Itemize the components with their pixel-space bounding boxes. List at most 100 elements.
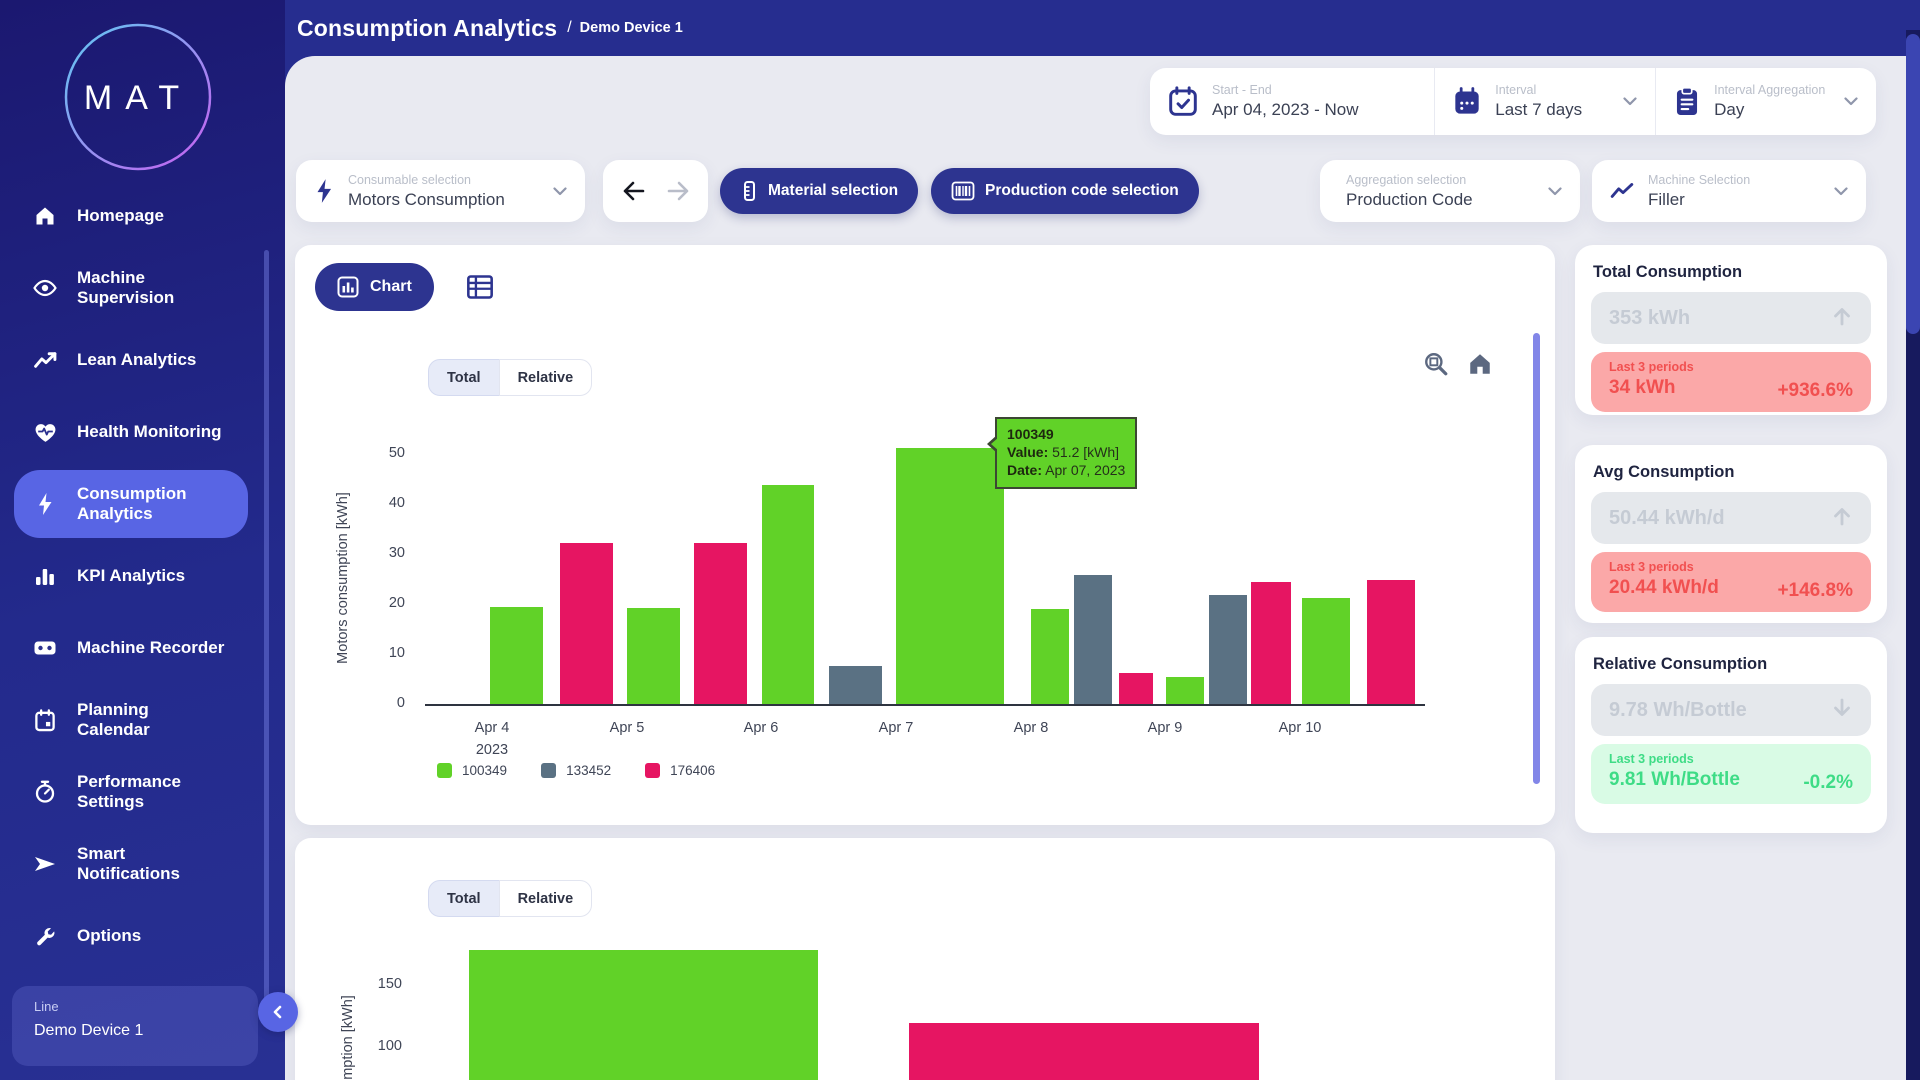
chevron-down-icon xyxy=(1548,186,1562,195)
logo-text: MAT xyxy=(84,79,192,117)
bar-100349[interactable] xyxy=(490,607,543,704)
start-end-label: Start - End xyxy=(1212,83,1272,97)
stat-current-pill: 353 kWh xyxy=(1591,292,1871,344)
chart-view-button[interactable]: Chart xyxy=(315,263,434,311)
aggregation-value: Production Code xyxy=(1346,189,1473,209)
bolt-icon xyxy=(33,492,57,516)
trend-up-icon xyxy=(1831,305,1853,332)
bar-100349[interactable] xyxy=(1302,598,1350,704)
sidebar-item-lean-analytics[interactable]: Lean Analytics xyxy=(0,324,285,396)
sidebar-item-label: Lean Analytics xyxy=(77,349,197,369)
sidebar-item-label: Machine Supervision xyxy=(77,267,175,307)
legend-item-133452[interactable]: 133452 xyxy=(541,763,611,778)
page-scrollbar-thumb[interactable] xyxy=(1906,34,1920,334)
wrench-icon xyxy=(33,924,57,948)
bar-100349[interactable] xyxy=(762,485,814,704)
sidebar-item-smart-notifications[interactable]: Smart Notifications xyxy=(0,828,285,900)
sidebar-item-label: Options xyxy=(77,925,142,945)
page-title: Consumption Analytics xyxy=(297,14,558,41)
stat-period-label: Last 3 periods xyxy=(1609,360,1694,374)
bar-133452[interactable] xyxy=(829,666,882,704)
interval-filter[interactable]: Interval Last 7 days xyxy=(1434,68,1655,135)
line-device-card[interactable]: Line Demo Device 1 xyxy=(12,986,258,1066)
eye-icon xyxy=(33,276,57,300)
toggle-total[interactable]: Total xyxy=(428,359,500,396)
y-axis-label-2: Motors consumption [kWh] xyxy=(340,976,356,1080)
bar-176406[interactable] xyxy=(560,543,613,704)
sidebar-item-machine-recorder[interactable]: Machine Recorder xyxy=(0,612,285,684)
sidebar-item-kpi-analytics[interactable]: KPI Analytics xyxy=(0,540,285,612)
interval-aggregation-value: Day xyxy=(1714,100,1745,119)
production-code-selection-button[interactable]: Production code selection xyxy=(931,168,1199,214)
toggle-relative[interactable]: Relative xyxy=(498,359,593,396)
trend-icon xyxy=(33,348,57,372)
calendar-icon xyxy=(33,708,57,732)
bar-176406[interactable] xyxy=(909,1023,1259,1080)
toggle-total-2[interactable]: Total xyxy=(428,880,500,917)
sidebar-collapse-button[interactable] xyxy=(258,992,298,1032)
x-tick: Apr 8 xyxy=(1013,720,1049,736)
sidebar-item-consumption-analytics[interactable]: Consumption Analytics xyxy=(0,468,285,540)
stat-title: Avg Consumption xyxy=(1593,463,1735,481)
y-tick: 40 xyxy=(388,495,405,511)
legend-item-100349[interactable]: 100349 xyxy=(437,763,507,778)
bar-133452[interactable] xyxy=(1074,575,1112,704)
material-selection-label: Material selection xyxy=(768,182,899,199)
zoom-icon[interactable] xyxy=(1423,351,1449,377)
trend-up-icon xyxy=(1831,505,1853,532)
x-axis-line xyxy=(425,704,1425,706)
charts-scrollbar[interactable] xyxy=(1533,333,1540,784)
bar-100349[interactable] xyxy=(1031,609,1069,704)
bar-133452[interactable] xyxy=(1209,595,1247,704)
back-arrow-icon[interactable] xyxy=(622,180,645,202)
bar-100349[interactable] xyxy=(627,608,680,704)
stat-period-label: Last 3 periods xyxy=(1609,560,1694,574)
legend-swatch xyxy=(645,763,661,778)
sidebar-item-label: Performance Settings xyxy=(77,771,181,811)
toggle-relative-2[interactable]: Relative xyxy=(498,880,593,917)
material-selection-button[interactable]: Material selection xyxy=(720,168,919,214)
bar-176406[interactable] xyxy=(1251,582,1291,704)
stat-period-change: -0.2% xyxy=(1803,772,1853,793)
stat-period-value: 9.81 Wh/Bottle xyxy=(1609,769,1740,790)
machine-selector[interactable]: Machine Selection Filler xyxy=(1592,160,1866,222)
stat-current-pill: 50.44 kWh/d xyxy=(1591,492,1871,544)
sidebar-item-health-monitoring[interactable]: Health Monitoring xyxy=(0,396,285,468)
table-view-icon[interactable] xyxy=(466,273,494,301)
bar-176406[interactable] xyxy=(1119,673,1153,704)
sidebar-item-homepage[interactable]: Homepage xyxy=(0,180,285,252)
bar-100349[interactable] xyxy=(896,448,1004,704)
app-logo: MAT xyxy=(63,22,213,172)
home-icon xyxy=(33,204,57,228)
sidebar-item-machine-supervision[interactable]: Machine Supervision xyxy=(0,252,285,324)
aggregation-label: Aggregation selection xyxy=(1346,172,1467,187)
bar-100349[interactable] xyxy=(1166,677,1204,704)
interval-value: Last 7 days xyxy=(1495,100,1583,119)
bar-176406[interactable] xyxy=(694,543,747,704)
y-axis-label: Motors consumption [kWh] xyxy=(335,492,351,664)
sidebar-scrollbar[interactable] xyxy=(264,250,269,1005)
sidebar-item-performance-settings[interactable]: Performance Settings xyxy=(0,756,285,828)
bar-100349[interactable] xyxy=(469,950,818,1080)
reset-home-icon[interactable] xyxy=(1467,351,1493,377)
start-end-filter[interactable]: Start - End Apr 04, 2023 - Now xyxy=(1150,68,1434,135)
forward-arrow-icon[interactable] xyxy=(667,180,690,202)
sidebar-item-planning-calendar[interactable]: Planning Calendar xyxy=(0,684,285,756)
legend-item-176406[interactable]: 176406 xyxy=(645,763,715,778)
interval-aggregation-filter[interactable]: Interval Aggregation Day xyxy=(1655,68,1876,135)
sidebar: MAT Homepage Machine Supervision Lean Anal… xyxy=(0,0,285,1080)
device-name: Demo Device 1 xyxy=(34,1022,144,1039)
page-scrollbar-track[interactable] xyxy=(1906,30,1920,1080)
consumable-selector[interactable]: Consumable selection Motors Consumption xyxy=(296,160,585,222)
bolt-icon xyxy=(317,179,332,203)
bar-176406[interactable] xyxy=(1367,580,1415,704)
stat-card-avg-consumption: Avg Consumption 50.44 kWh/d Last 3 periods… xyxy=(1575,445,1887,623)
production-code-selection-label: Production code selection xyxy=(985,182,1179,199)
machine-selection-value: Filler xyxy=(1648,189,1685,209)
y-tick: 10 xyxy=(388,645,405,661)
aggregation-selector[interactable]: Aggregation selection Production Code xyxy=(1320,160,1580,222)
sidebar-item-label: Consumption Analytics xyxy=(77,483,187,523)
kpi-icon xyxy=(33,564,57,588)
calendar-check-icon xyxy=(1169,85,1197,116)
sidebar-item-options[interactable]: Options xyxy=(0,900,285,972)
